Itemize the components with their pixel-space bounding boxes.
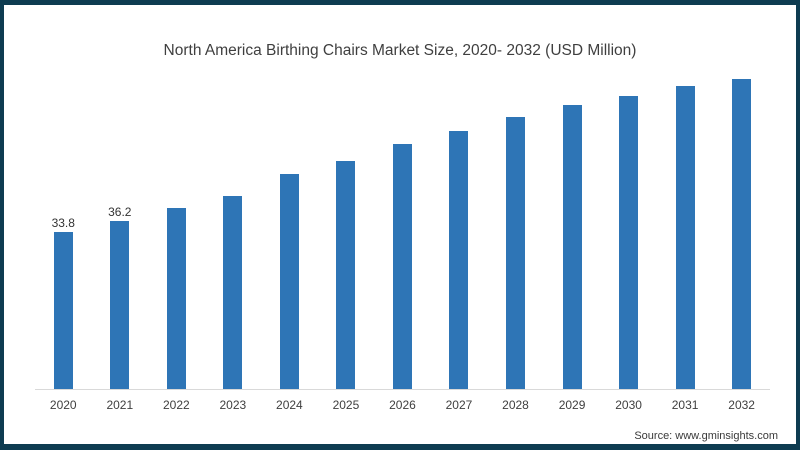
bar <box>619 96 639 389</box>
x-tick-label: 2025 <box>332 398 360 412</box>
x-tick-label: 2032 <box>728 398 755 412</box>
bar-column <box>261 60 318 389</box>
bar <box>336 161 356 389</box>
x-tick-label: 2022 <box>162 398 190 412</box>
bar <box>732 79 752 389</box>
bar <box>675 86 695 389</box>
x-tick-label: 2030 <box>615 398 642 412</box>
bar <box>506 117 526 389</box>
bar <box>53 232 73 389</box>
bar-column <box>657 60 714 389</box>
bar-value-label: 33.8 <box>51 216 75 230</box>
x-tick-label: 2023 <box>219 398 247 412</box>
x-tick-label: 2029 <box>558 398 586 412</box>
bar-column <box>148 60 205 389</box>
bar-column <box>544 60 601 389</box>
bar <box>166 208 186 389</box>
x-tick-label: 2021 <box>106 398 134 412</box>
bar-column: 33.8 <box>35 60 92 389</box>
bar-column <box>713 60 770 389</box>
x-tick-label: 2020 <box>49 398 77 412</box>
bar-column <box>374 60 431 389</box>
source-attribution: Source: www.gminsights.com <box>634 430 778 442</box>
x-tick-label: 2031 <box>671 398 699 412</box>
bar-column <box>318 60 375 389</box>
bar-column <box>487 60 544 389</box>
bar <box>392 144 412 389</box>
bar-value-label: 36.2 <box>108 205 132 219</box>
bar-column <box>205 60 262 389</box>
chart-canvas: North America Birthing Chairs Market Siz… <box>4 5 796 444</box>
bar-column <box>431 60 488 389</box>
bar <box>562 105 582 389</box>
bar <box>449 131 469 389</box>
x-tick-label: 2027 <box>445 398 473 412</box>
x-tick-label: 2028 <box>502 398 529 412</box>
bar <box>279 174 299 389</box>
bar <box>223 196 243 389</box>
plot-area: 33.8 36.2 <box>35 60 770 390</box>
chart-title: North America Birthing Chairs Market Siz… <box>163 42 637 59</box>
bar-column: 36.2 <box>92 60 149 389</box>
bar <box>110 221 130 389</box>
x-tick-label: 2026 <box>389 398 416 412</box>
bar-column <box>600 60 657 389</box>
x-tick-label: 2024 <box>276 398 303 412</box>
x-axis-labels: 2020 2021 2022 2023 2024 2025 2026 2027 2028 2029… <box>35 398 770 412</box>
